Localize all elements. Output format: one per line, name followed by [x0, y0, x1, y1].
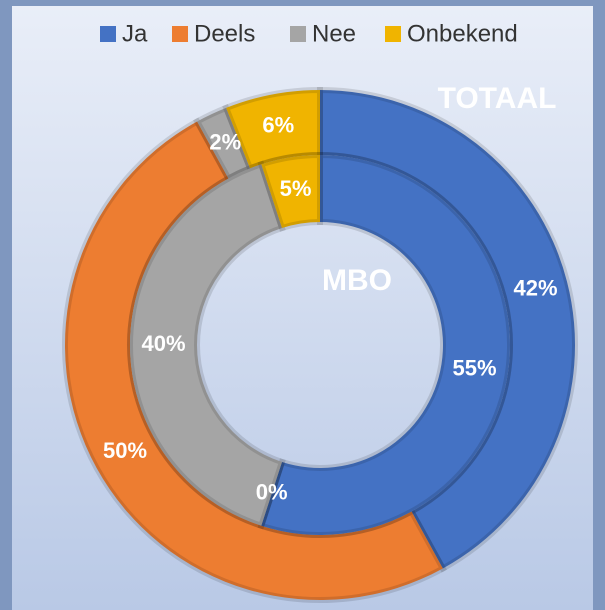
legend-text: Nee	[312, 20, 356, 47]
data-label: 5%	[280, 176, 312, 201]
legend-text: Onbekend	[407, 20, 518, 47]
donut-segment	[257, 151, 513, 538]
data-label: 55%	[453, 355, 497, 380]
donut-segment	[258, 461, 285, 527]
donut-segment	[61, 117, 447, 604]
legend-text: Ja	[122, 20, 148, 47]
donut-segment	[127, 160, 286, 530]
data-label: 40%	[141, 331, 185, 356]
data-label: 6%	[262, 112, 294, 137]
data-label: 2%	[209, 129, 241, 154]
legend-text: Deels	[194, 20, 255, 47]
legend-swatch	[172, 26, 188, 42]
legend-swatch	[385, 26, 401, 42]
data-label: 50%	[103, 438, 147, 463]
data-label: 0%	[256, 480, 288, 505]
legend-swatch	[100, 26, 116, 42]
donut-segment	[257, 151, 323, 232]
outer-ring-name: TOTAAL	[438, 82, 557, 115]
inner-ring-name: MBO	[322, 264, 392, 297]
data-label: 42%	[513, 275, 557, 300]
legend-swatch	[290, 26, 306, 42]
